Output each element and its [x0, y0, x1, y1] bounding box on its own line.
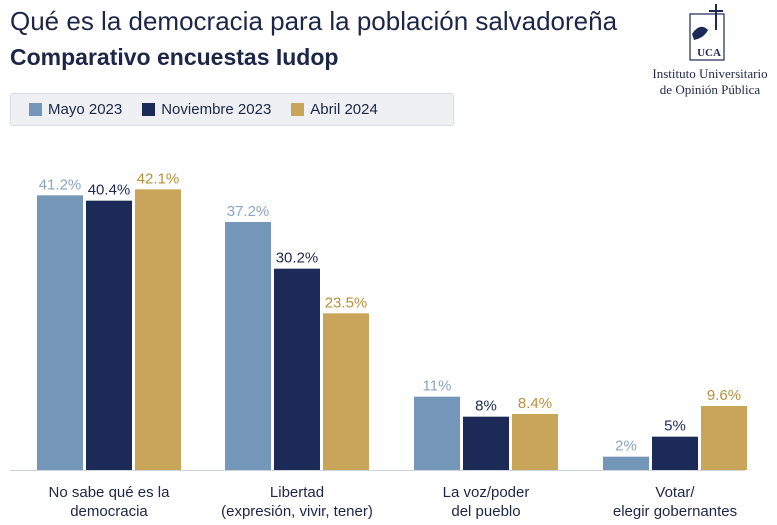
data-label: 30.2% — [276, 250, 319, 267]
legend-swatch — [29, 103, 42, 116]
data-label: 8.4% — [518, 395, 552, 412]
bar-2-series-2 — [274, 268, 320, 470]
legend-item-mayo-2023: Mayo 2023 — [29, 101, 122, 118]
category-label: del pueblo — [451, 503, 520, 520]
category-label: La voz/poder — [443, 484, 530, 501]
bar-2-series-1 — [225, 222, 271, 470]
bar-1-series-1 — [37, 195, 83, 471]
data-label: 41.2% — [39, 176, 82, 193]
category-label: No sabe qué es la — [49, 484, 171, 501]
category-label: (expresión, vivir, tener) — [221, 503, 373, 520]
data-label: 5% — [664, 418, 686, 435]
data-label: 8% — [475, 398, 497, 415]
logo-letters: UCA — [697, 47, 721, 59]
bar-4-series-1 — [603, 456, 649, 470]
data-label: 11% — [423, 378, 452, 395]
org-name-line2: de Opinión Pública — [659, 82, 761, 97]
bar-3-series-2 — [463, 416, 509, 470]
legend-item-noviembre-2023: Noviembre 2023 — [142, 101, 271, 118]
uca-emblem-icon: UCA — [689, 4, 725, 61]
data-label: 23.5% — [325, 294, 368, 311]
data-label: 2% — [615, 438, 637, 455]
data-label: 37.2% — [227, 203, 270, 220]
legend-swatch — [291, 103, 305, 116]
chart-legend: Mayo 2023 Noviembre 2023 Abril 2024 — [10, 93, 454, 126]
org-name-line1: Instituto Universitario — [652, 66, 768, 81]
bar-3-series-3 — [512, 414, 558, 470]
bar-4-series-3 — [701, 406, 747, 470]
legend-label: Mayo 2023 — [48, 101, 123, 118]
chart-title: Qué es la democracia para la población s… — [10, 6, 618, 36]
legend-label: Abril 2024 — [310, 101, 378, 118]
category-label: elegir gobernantes — [613, 503, 737, 520]
category-label: Votar/ — [655, 484, 695, 501]
bar-2-series-3 — [323, 313, 369, 470]
iudop-logo: UCA Instituto Universitario de Opinión P… — [646, 4, 776, 104]
category-label: democracia — [70, 503, 148, 520]
data-label: 9.6% — [707, 387, 741, 404]
bar-1-series-2 — [86, 200, 132, 470]
category-label: Libertad — [270, 484, 324, 501]
bar-1-series-3 — [135, 189, 181, 471]
legend-label: Noviembre 2023 — [161, 101, 272, 118]
data-label: 40.4% — [88, 182, 131, 199]
chart-subtitle: Comparativo encuestas Iudop — [10, 44, 339, 70]
bar-4-series-2 — [652, 436, 698, 470]
legend-swatch — [142, 103, 156, 116]
data-label: 42.1% — [137, 170, 180, 187]
legend-item-abril-2024: Abril 2024 — [291, 101, 378, 118]
bar-3-series-1 — [414, 396, 460, 470]
